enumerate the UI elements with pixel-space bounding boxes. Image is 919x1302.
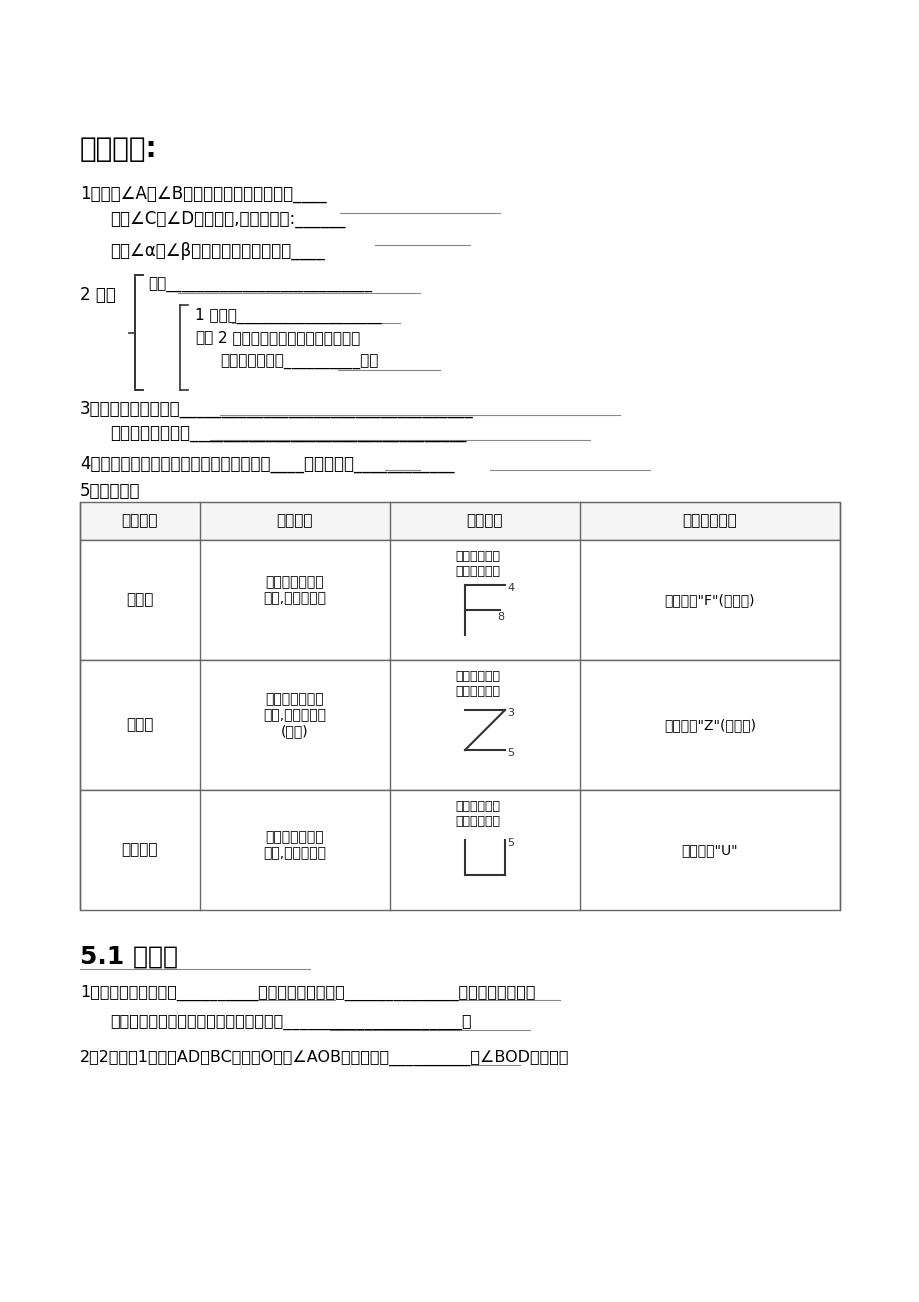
Text: 1、如果∠A与∠B是对顶角，则其关系是：____: 1、如果∠A与∠B是对顶角，则其关系是：____: [80, 185, 326, 203]
Text: 2 连接直线外一点与直线上各点的: 2 连接直线外一点与直线上各点的: [218, 329, 360, 345]
Bar: [80, 540, 839, 660]
Text: 形如字母"U": 形如字母"U": [681, 842, 738, 857]
Text: 3: 3: [506, 708, 514, 717]
Text: 形如字母"F"(或倒置): 形如字母"F"(或倒置): [664, 592, 754, 607]
Text: 3、点到直线距离是：___________________________________: 3、点到直线距离是：______________________________…: [80, 400, 473, 418]
Text: 在两条被截直线
之内,在截线同侧: 在两条被截直线 之内,在截线同侧: [263, 829, 326, 861]
Bar: [80, 503, 839, 540]
Text: 在这条直线上的一条射线组成的两个角是______________________。: 在这条直线上的一条射线组成的两个角是______________________…: [110, 1016, 471, 1030]
Text: 显现基本图形: 显现基本图形: [455, 565, 499, 578]
Text: 5.1 相交线: 5.1 相交线: [80, 945, 177, 969]
Text: 的所有线段中，__________最短: 的所有线段中，__________最短: [220, 355, 378, 370]
Text: 位置特征: 位置特征: [277, 513, 312, 529]
Text: 知识回顾:: 知识回顾:: [80, 135, 157, 163]
Text: 两点间的距离是：_________________________________: 两点间的距离是：________________________________…: [110, 424, 466, 443]
Text: 1、邻补角的平分线成__________角，对顶角的平分线______________，一条直线与端点: 1、邻补角的平分线成__________角，对顶角的平分线___________…: [80, 986, 535, 1001]
Text: 同旁内角: 同旁内角: [121, 842, 158, 858]
Text: 去掉多余的线: 去掉多余的线: [455, 799, 499, 812]
Text: 同位角: 同位角: [126, 592, 153, 608]
Text: 2 垂直: 2 垂直: [80, 286, 116, 303]
Text: 如果∠α与∠β互为余角，则其关系是____: 如果∠α与∠β互为余角，则其关系是____: [110, 242, 324, 260]
Text: 性质: 性质: [195, 329, 213, 345]
Text: 去掉多余的线: 去掉多余的线: [455, 549, 499, 562]
Text: 8: 8: [496, 612, 504, 622]
Text: 在两条被截直线
同旁,在截线同侧: 在两条被截直线 同旁,在截线同侧: [263, 575, 326, 605]
Text: 显现基本图形: 显现基本图形: [455, 815, 499, 828]
Text: 定义___________________________: 定义___________________________: [148, 279, 371, 293]
Text: 在两条被截直线
之内,在截线两侧
(交错): 在两条被截直线 之内,在截线两侧 (交错): [263, 691, 326, 738]
Text: 如果∠C与∠D是邻补角,则其关系是:______: 如果∠C与∠D是邻补角,则其关系是:______: [110, 210, 346, 228]
Text: 5: 5: [506, 749, 514, 758]
Bar: [80, 790, 839, 910]
Bar: [80, 660, 839, 790]
Text: 4: 4: [506, 583, 514, 592]
Text: 显现基本图形: 显现基本图形: [455, 685, 499, 698]
Text: 角的名称: 角的名称: [121, 513, 158, 529]
Text: 2、2、如图1，直线AD、BC相交于O，则∠AOB的对顶角是__________，∠BOD的邻补角: 2、2、如图1，直线AD、BC相交于O，则∠AOB的对顶角是__________…: [80, 1049, 569, 1066]
Text: 5、三线八角: 5、三线八角: [80, 482, 141, 500]
Text: 图形结构特征: 图形结构特征: [682, 513, 736, 529]
Text: 基本图形: 基本图形: [466, 513, 503, 529]
Text: 形如字母"Z"(或反置): 形如字母"Z"(或反置): [664, 717, 755, 732]
Text: 4、在同一平面内，两条直线的位置关系有____种，它们是____________: 4、在同一平面内，两条直线的位置关系有____种，它们是____________: [80, 454, 454, 473]
Text: 内错角: 内错角: [126, 717, 153, 733]
Text: 1 过一点___________________: 1 过一点___________________: [195, 309, 381, 324]
Text: 5: 5: [506, 838, 514, 848]
Text: 去掉多余的线: 去掉多余的线: [455, 671, 499, 684]
